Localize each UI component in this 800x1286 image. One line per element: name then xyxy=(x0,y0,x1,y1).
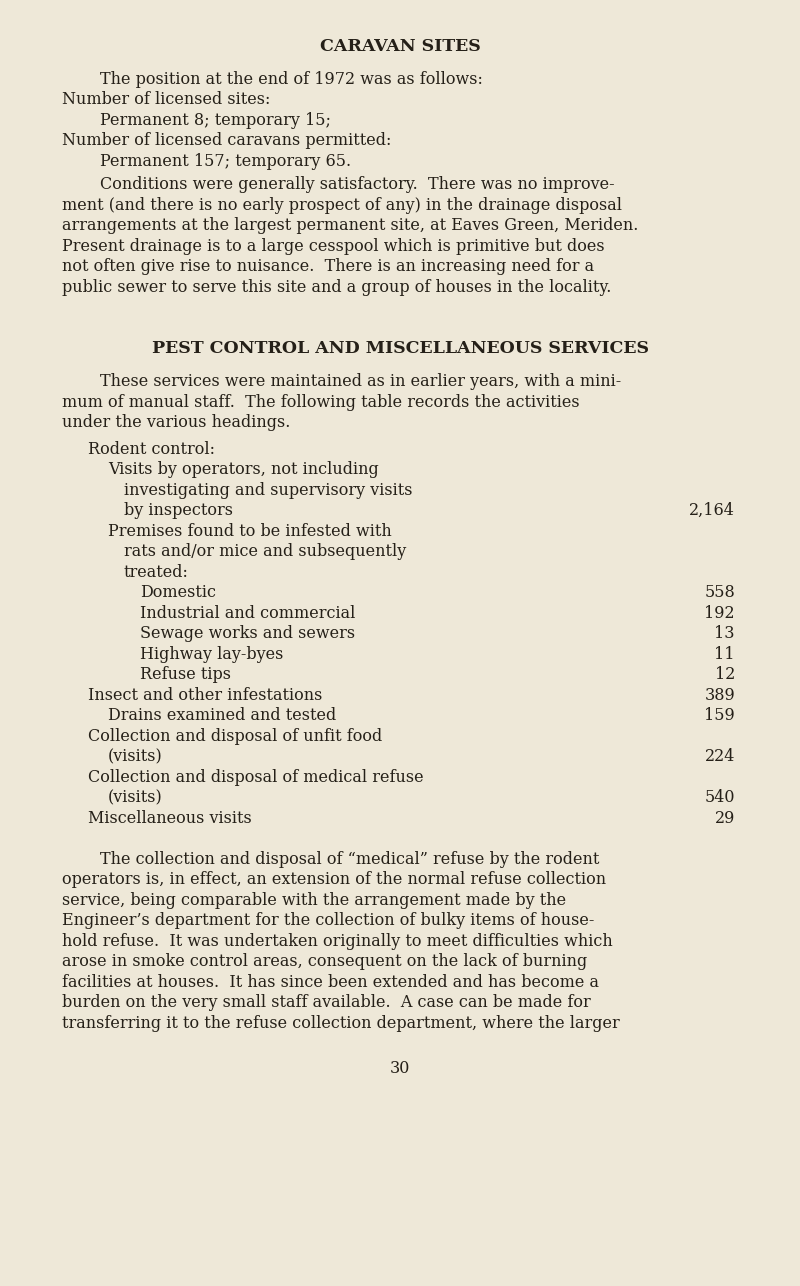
Text: ment (and there is no early prospect of any) in the drainage disposal: ment (and there is no early prospect of … xyxy=(62,197,622,213)
Text: Drains examined and tested: Drains examined and tested xyxy=(108,707,336,724)
Text: Conditions were generally satisfactory.  There was no improve-: Conditions were generally satisfactory. … xyxy=(100,176,614,193)
Text: transferring it to the refuse collection department, where the larger: transferring it to the refuse collection… xyxy=(62,1015,620,1031)
Text: under the various headings.: under the various headings. xyxy=(62,414,290,431)
Text: 540: 540 xyxy=(705,790,735,806)
Text: public sewer to serve this site and a group of houses in the locality.: public sewer to serve this site and a gr… xyxy=(62,279,611,296)
Text: PEST CONTROL AND MISCELLANEOUS SERVICES: PEST CONTROL AND MISCELLANEOUS SERVICES xyxy=(151,341,649,358)
Text: service, being comparable with the arrangement made by the: service, being comparable with the arran… xyxy=(62,891,566,909)
Text: by inspectors: by inspectors xyxy=(124,503,233,520)
Text: arrangements at the largest permanent site, at Eaves Green, Meriden.: arrangements at the largest permanent si… xyxy=(62,217,638,234)
Text: arose in smoke control areas, consequent on the lack of burning: arose in smoke control areas, consequent… xyxy=(62,953,587,971)
Text: Refuse tips: Refuse tips xyxy=(140,666,231,683)
Text: Collection and disposal of medical refuse: Collection and disposal of medical refus… xyxy=(88,769,424,786)
Text: 224: 224 xyxy=(705,748,735,765)
Text: treated:: treated: xyxy=(124,563,189,581)
Text: 12: 12 xyxy=(714,666,735,683)
Text: 389: 389 xyxy=(704,687,735,703)
Text: Visits by operators, not including: Visits by operators, not including xyxy=(108,462,378,478)
Text: facilities at houses.  It has since been extended and has become a: facilities at houses. It has since been … xyxy=(62,974,599,990)
Text: Insect and other infestations: Insect and other infestations xyxy=(88,687,322,703)
Text: These services were maintained as in earlier years, with a mini-: These services were maintained as in ear… xyxy=(100,373,622,390)
Text: 159: 159 xyxy=(704,707,735,724)
Text: Miscellaneous visits: Miscellaneous visits xyxy=(88,810,252,827)
Text: Premises found to be infested with: Premises found to be infested with xyxy=(108,523,392,540)
Text: Permanent 157; temporary 65.: Permanent 157; temporary 65. xyxy=(100,153,351,170)
Text: burden on the very small staff available.  A case can be made for: burden on the very small staff available… xyxy=(62,994,590,1011)
Text: hold refuse.  It was undertaken originally to meet difficulties which: hold refuse. It was undertaken originall… xyxy=(62,932,613,950)
Text: 558: 558 xyxy=(704,584,735,602)
Text: not often give rise to nuisance.  There is an increasing need for a: not often give rise to nuisance. There i… xyxy=(62,258,594,275)
Text: The collection and disposal of “medical” refuse by the rodent: The collection and disposal of “medical”… xyxy=(100,851,599,868)
Text: (visits): (visits) xyxy=(108,790,162,806)
Text: The position at the end of 1972 was as follows:: The position at the end of 1972 was as f… xyxy=(100,71,483,87)
Text: Number of licensed caravans permitted:: Number of licensed caravans permitted: xyxy=(62,132,391,149)
Text: rats and/or mice and subsequently: rats and/or mice and subsequently xyxy=(124,543,406,561)
Text: 30: 30 xyxy=(390,1060,410,1076)
Text: 11: 11 xyxy=(714,646,735,662)
Text: Highway lay-byes: Highway lay-byes xyxy=(140,646,283,662)
Text: Present drainage is to a large cesspool which is primitive but does: Present drainage is to a large cesspool … xyxy=(62,238,605,255)
Text: Rodent control:: Rodent control: xyxy=(88,441,215,458)
Text: Sewage works and sewers: Sewage works and sewers xyxy=(140,625,355,642)
Text: 29: 29 xyxy=(714,810,735,827)
Text: Number of licensed sites:: Number of licensed sites: xyxy=(62,91,270,108)
Text: investigating and supervisory visits: investigating and supervisory visits xyxy=(124,482,413,499)
Text: 192: 192 xyxy=(704,604,735,622)
Text: Collection and disposal of unfit food: Collection and disposal of unfit food xyxy=(88,728,382,745)
Text: (visits): (visits) xyxy=(108,748,162,765)
Text: Industrial and commercial: Industrial and commercial xyxy=(140,604,355,622)
Text: Engineer’s department for the collection of bulky items of house-: Engineer’s department for the collection… xyxy=(62,912,594,930)
Text: mum of manual staff.  The following table records the activities: mum of manual staff. The following table… xyxy=(62,394,580,410)
Text: Domestic: Domestic xyxy=(140,584,216,602)
Text: 2,164: 2,164 xyxy=(689,503,735,520)
Text: Permanent 8; temporary 15;: Permanent 8; temporary 15; xyxy=(100,112,331,129)
Text: operators is, in effect, an extension of the normal refuse collection: operators is, in effect, an extension of… xyxy=(62,872,606,889)
Text: CARAVAN SITES: CARAVAN SITES xyxy=(320,39,480,55)
Text: 13: 13 xyxy=(714,625,735,642)
